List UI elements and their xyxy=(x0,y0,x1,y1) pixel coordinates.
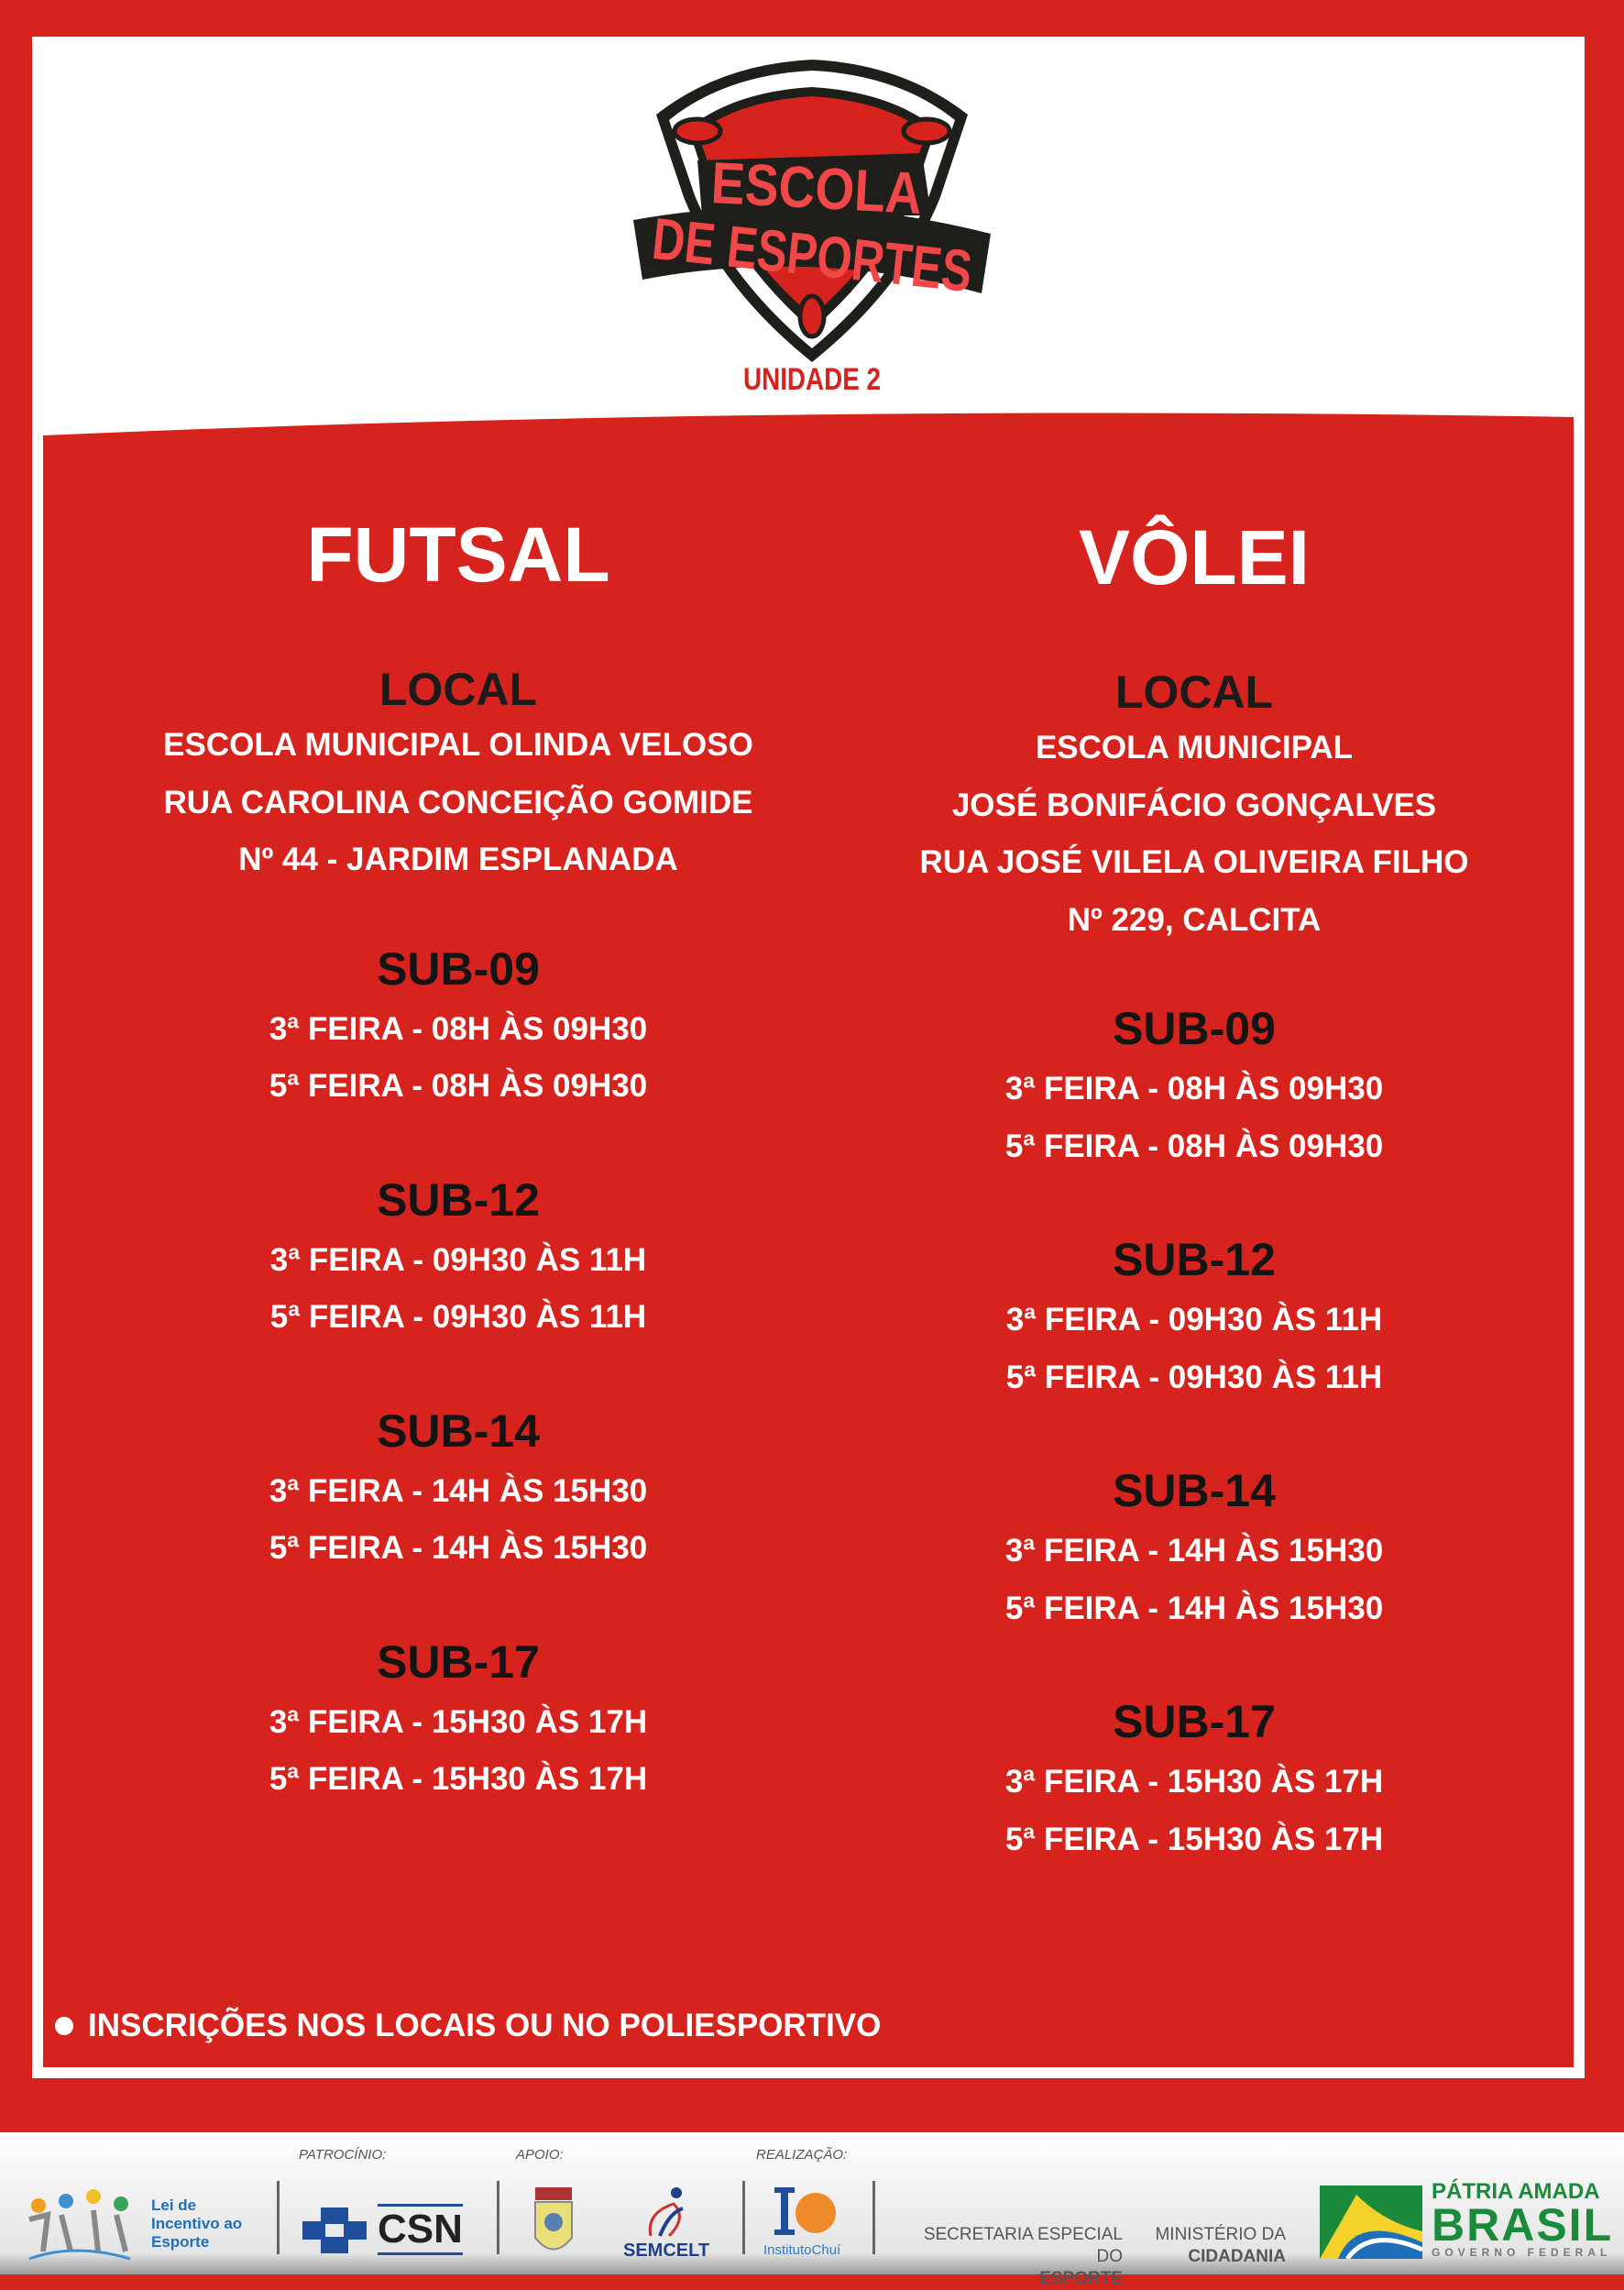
schedule-line: 3ª FEIRA - 08H ÀS 09H30 xyxy=(1004,1071,1384,1106)
brasil-flag-icon xyxy=(1320,2185,1422,2259)
semcelt-figure-icon xyxy=(648,2187,684,2238)
lei-incentivo-logo: Lei de Incentivo ao Esporte xyxy=(151,2196,242,2251)
address-line: ESCOLA MUNICIPAL xyxy=(1035,730,1354,765)
lei-line: Incentivo ao xyxy=(151,2215,243,2232)
instituto-chui-logo: InstitutoChuí xyxy=(763,2242,841,2258)
address-line: JOSÉ BONIFÁCIO GONÇALVES xyxy=(951,787,1437,823)
schedule-line: 3ª FEIRA - 15H30 ÀS 17H xyxy=(1004,1764,1384,1800)
governo-text: GOVERNO FEDERAL xyxy=(1432,2246,1612,2259)
age-group: SUB-17 xyxy=(377,1635,540,1688)
patria-amada-brasil-logo: PÁTRIA AMADA BRASIL GOVERNO FEDERAL xyxy=(1432,2179,1614,2260)
csn-logo: CSN xyxy=(378,2204,463,2255)
futsal-column: FUTSAL LOCAL ESCOLA MUNICIPAL OLINDA VEL… xyxy=(82,495,834,1809)
registration-note: INSCRIÇÕES NOS LOCAIS OU NO POLIESPORTIV… xyxy=(55,2008,881,2044)
divider xyxy=(872,2181,875,2254)
patrocinio-label: PATROCÍNIO: xyxy=(299,2147,387,2163)
schedule-line: 5ª FEIRA - 15H30 ÀS 17H xyxy=(1004,1821,1384,1857)
schedule-line: 5ª FEIRA - 08H ÀS 09H30 xyxy=(269,1068,648,1104)
secretaria-esporte: SECRETARIA ESPECIAL DO ESPORTE xyxy=(898,2224,1123,2290)
patria-text: PÁTRIA AMADA xyxy=(1432,2179,1600,2204)
schedule-line: 5ª FEIRA - 09H30 ÀS 11H xyxy=(269,1299,647,1335)
secretaria-line: SECRETARIA ESPECIAL DO xyxy=(923,2225,1123,2266)
address-line: ESCOLA MUNICIPAL OLINDA VELOSO xyxy=(163,727,753,763)
age-group: SUB-12 xyxy=(1113,1234,1276,1285)
schedule-line: 5ª FEIRA - 08H ÀS 09H30 xyxy=(1004,1128,1384,1164)
schedule-line: 3ª FEIRA - 15H30 ÀS 17H xyxy=(269,1703,648,1740)
instituto-chui-icon xyxy=(774,2187,836,2235)
sport-title: VÔLEI xyxy=(1078,514,1311,600)
volei-column: VÔLEI LOCAL ESCOLA MUNICIPAL JOSÉ BONIFÁ… xyxy=(818,495,1570,1868)
address-line: RUA JOSÉ VILELA OLIVEIRA FILHO xyxy=(919,844,1469,880)
schedule-line: 3ª FEIRA - 09H30 ÀS 11H xyxy=(1005,1302,1383,1338)
local-label: LOCAL xyxy=(1114,666,1274,718)
schedule-line: 3ª FEIRA - 09H30 ÀS 11H xyxy=(269,1241,647,1278)
lei-line: Lei de xyxy=(151,2196,197,2214)
address-line: Nº 229, CALCITA xyxy=(1067,901,1322,938)
local-label: LOCAL xyxy=(379,664,538,715)
ministerio-cidadania: MINISTÉRIO DA CIDADANIA xyxy=(1146,2224,1286,2268)
sport-title: FUTSAL xyxy=(306,512,610,598)
age-group: SUB-12 xyxy=(377,1173,540,1226)
address-line: RUA CAROLINA CONCEIÇÃO GOMIDE xyxy=(163,784,753,820)
age-group: SUB-09 xyxy=(377,942,540,995)
divider xyxy=(742,2181,745,2254)
ministerio-line: MINISTÉRIO DA xyxy=(1155,2225,1286,2244)
brasil-text: BRASIL xyxy=(1432,2199,1614,2251)
escola-de-esportes-logo: ESCOLA DE ESPORTES UNIDADE 2 xyxy=(0,50,1624,399)
schedule-line: 5ª FEIRA - 14H ÀS 15H30 xyxy=(269,1530,648,1566)
poster-frame xyxy=(32,37,1585,2078)
schedule-line: 3ª FEIRA - 14H ÀS 15H30 xyxy=(269,1472,648,1509)
sponsors-footer: PATROCÍNIO: APOIO: REALIZAÇÃO: Lei de In… xyxy=(0,2132,1624,2288)
csn-symbol-icon xyxy=(302,2207,367,2253)
address-line: Nº 44 - JARDIM ESPLANADA xyxy=(238,842,678,877)
realizacao-label: REALIZAÇÃO: xyxy=(756,2147,848,2163)
semcelt-logo: SEMCELT xyxy=(623,2240,710,2261)
lei-line: Esporte xyxy=(151,2233,210,2251)
note-text: INSCRIÇÕES NOS LOCAIS OU NO POLIESPORTIV… xyxy=(88,2008,882,2043)
municipal-coat-of-arms-icon xyxy=(534,2187,573,2251)
age-group: SUB-17 xyxy=(1113,1696,1276,1747)
schedule-line: 5ª FEIRA - 09H30 ÀS 11H xyxy=(1005,1359,1383,1395)
schedule-line: 5ª FEIRA - 14H ÀS 15H30 xyxy=(1004,1590,1384,1626)
logo-line1: ESCOLA xyxy=(709,149,923,226)
schedule-line: 3ª FEIRA - 14H ÀS 15H30 xyxy=(1004,1533,1384,1569)
schedule-line: 5ª FEIRA - 15H30 ÀS 17H xyxy=(269,1761,648,1797)
age-group: SUB-14 xyxy=(1113,1465,1276,1516)
ministerio-line: CIDADANIA xyxy=(1188,2247,1286,2266)
schedule-line: 3ª FEIRA - 08H ÀS 09H30 xyxy=(269,1010,648,1047)
divider xyxy=(497,2181,499,2254)
secretaria-line: ESPORTE xyxy=(1039,2269,1123,2288)
lei-incentivo-figures-icon xyxy=(28,2189,131,2261)
divider xyxy=(277,2181,280,2254)
apoio-label: APOIO: xyxy=(516,2147,564,2163)
age-group: SUB-14 xyxy=(377,1404,540,1457)
logo-unit: UNIDADE 2 xyxy=(743,362,881,397)
age-group: SUB-09 xyxy=(1113,1003,1276,1054)
bullet-icon xyxy=(55,2017,73,2035)
